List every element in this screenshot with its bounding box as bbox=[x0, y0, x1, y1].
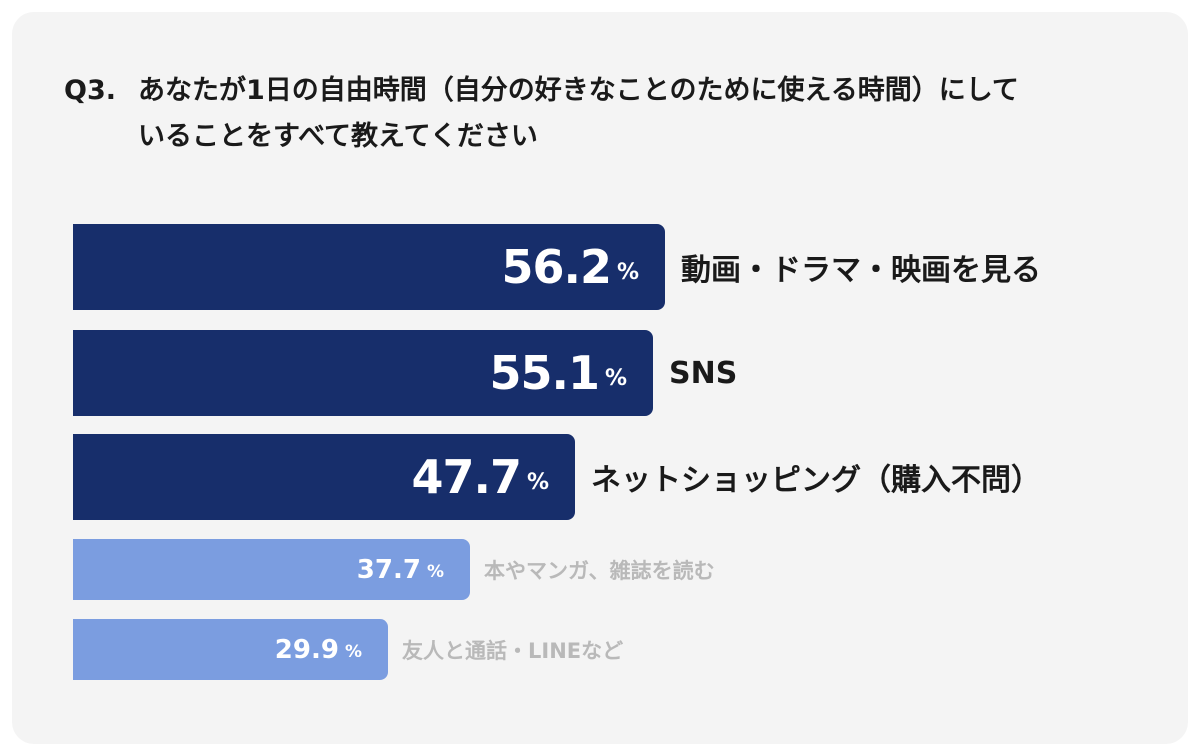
category-label: ネットショッピング（購入不問） bbox=[591, 463, 1041, 498]
category-label: 本やマンガ、雑誌を読む bbox=[484, 558, 715, 583]
bar-unit-label: % bbox=[616, 259, 639, 285]
bar-4: 37.7% bbox=[73, 539, 470, 600]
bar-unit-label: % bbox=[526, 469, 549, 495]
bar-1: 56.2% bbox=[73, 224, 665, 310]
category-label: SNS bbox=[669, 355, 738, 391]
bar-value-label: 55.1 bbox=[489, 346, 599, 400]
question-number: Q3. bbox=[64, 75, 116, 106]
question-text: あなたが1日の自由時間（自分の好きなことのために使える時間）にしていることをすべ… bbox=[138, 75, 1019, 152]
bar-value-label: 29.9 bbox=[274, 634, 339, 665]
bar-unit-label: % bbox=[604, 365, 627, 391]
bar-unit-label: % bbox=[426, 561, 444, 582]
bar-value-label: 37.7 bbox=[356, 554, 421, 585]
bar-value-label: 47.7 bbox=[411, 450, 521, 504]
question-heading: Q3. あなたが1日の自由時間（自分の好きなことのために使える時間）にしているこ… bbox=[64, 68, 1038, 160]
bar-5: 29.9% bbox=[73, 619, 388, 680]
bar-unit-label: % bbox=[344, 641, 362, 662]
category-label: 動画・ドラマ・映画を見る bbox=[681, 253, 1041, 288]
bar-3: 47.7% bbox=[73, 434, 575, 520]
bar-value-label: 56.2 bbox=[501, 240, 611, 294]
category-label: 友人と通話・LINEなど bbox=[402, 638, 624, 663]
bar-2: 55.1% bbox=[73, 330, 653, 416]
